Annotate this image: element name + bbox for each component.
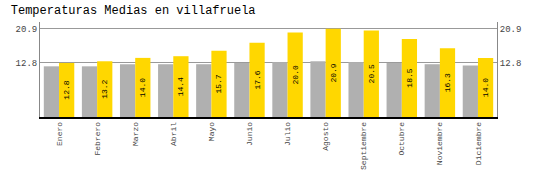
svg-text:Agosto: Agosto [321, 122, 330, 151]
svg-text:Diciembre: Diciembre [474, 122, 483, 165]
svg-text:12.8: 12.8 [62, 80, 71, 99]
svg-text:Abril: Abril [169, 122, 178, 146]
svg-text:Septiembre: Septiembre [359, 122, 368, 170]
svg-text:13.2: 13.2 [100, 79, 109, 98]
svg-text:20.0: 20.0 [291, 65, 300, 84]
svg-text:20.9: 20.9 [500, 25, 522, 35]
svg-text:17.6: 17.6 [253, 70, 262, 89]
svg-text:20.5: 20.5 [367, 64, 376, 83]
svg-text:Noviembre: Noviembre [435, 122, 444, 165]
svg-text:Mayo: Mayo [207, 122, 216, 141]
svg-text:Febrero: Febrero [93, 122, 102, 156]
svg-text:14.4: 14.4 [176, 77, 185, 96]
svg-text:Julio: Julio [283, 122, 292, 146]
svg-text:Temperaturas Medias en villafr: Temperaturas Medias en villafruela [11, 4, 256, 18]
svg-text:20.9: 20.9 [16, 25, 38, 35]
svg-text:18.5: 18.5 [405, 68, 414, 87]
svg-text:Octubre: Octubre [397, 122, 406, 156]
svg-text:14.0: 14.0 [138, 78, 147, 97]
svg-text:20.9: 20.9 [329, 63, 338, 82]
svg-text:Junio: Junio [245, 122, 254, 146]
svg-text:Enero: Enero [55, 122, 64, 146]
svg-text:12.8: 12.8 [500, 59, 522, 69]
svg-text:14.0: 14.0 [481, 78, 490, 97]
svg-text:16.3: 16.3 [443, 73, 452, 92]
svg-text:15.7: 15.7 [214, 74, 223, 93]
svg-text:12.8: 12.8 [16, 59, 38, 69]
svg-text:Marzo: Marzo [131, 122, 140, 146]
